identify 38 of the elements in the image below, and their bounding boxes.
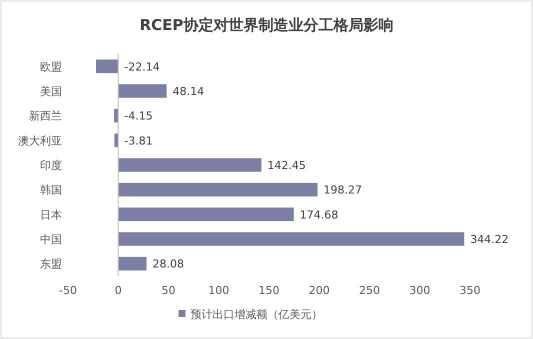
x-tick-label: 100 [208, 284, 230, 297]
bar [118, 182, 318, 196]
bar [118, 208, 294, 222]
y-tick-label: 新西兰 [29, 110, 62, 123]
bar [118, 158, 262, 172]
y-tick-label: 美国 [40, 85, 62, 98]
x-tick-label: 300 [409, 284, 430, 297]
bar [114, 108, 118, 122]
x-tick-label: 50 [162, 284, 176, 297]
x-tick-label: -50 [59, 284, 77, 297]
bar [118, 256, 146, 270]
data-label: -3.81 [124, 134, 153, 148]
y-tick-label: 韩国 [40, 184, 62, 197]
data-label: -4.15 [124, 110, 153, 123]
y-tick-label: 日本 [40, 208, 62, 222]
data-label: 344.22 [470, 233, 509, 246]
x-tick-label: 0 [114, 284, 122, 297]
y-tick-label: 中国 [40, 233, 62, 246]
data-label: -22.14 [124, 60, 160, 74]
y-tick-label: 东盟 [40, 258, 62, 271]
chart-title: RCEP协定对世界制造业分工格局影响 [140, 16, 394, 34]
data-label: 28.08 [152, 258, 184, 271]
bar [118, 232, 464, 246]
x-tick-label: 350 [460, 284, 480, 297]
data-label: 48.14 [172, 85, 204, 98]
bar [114, 134, 118, 148]
y-tick-label: 欧盟 [40, 60, 62, 74]
y-tick-label: 澳大利亚 [18, 134, 62, 148]
data-label: 198.27 [324, 184, 362, 197]
y-tick-label: 印度 [40, 159, 62, 172]
legend-label: 预计出口增减额（亿美元） [190, 308, 322, 321]
data-label: 142.45 [267, 159, 306, 172]
data-label: 174.68 [300, 208, 338, 222]
bar [118, 84, 167, 98]
x-tick-label: 150 [258, 284, 280, 297]
bar [96, 60, 118, 74]
x-tick-label: 200 [308, 284, 330, 297]
x-tick-label: 250 [359, 284, 380, 297]
